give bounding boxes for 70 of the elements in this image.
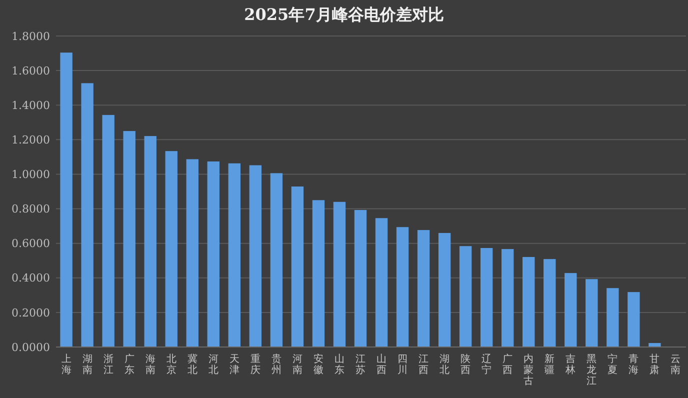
x-tick-label: 云南	[670, 354, 681, 376]
bar	[333, 202, 346, 347]
x-tick-label: 山东	[334, 353, 344, 376]
x-tick-label: 河南	[292, 353, 302, 376]
bar	[417, 230, 430, 347]
bar	[165, 151, 178, 347]
y-tick-label: 0.0000	[12, 340, 50, 354]
bar	[522, 256, 535, 347]
bar	[606, 288, 619, 347]
bar	[207, 161, 220, 347]
x-tick-label: 湖北	[440, 353, 450, 376]
x-tick-label: 贵州	[271, 353, 282, 376]
bar	[270, 173, 283, 347]
x-tick-label: 北京	[166, 353, 176, 376]
bar	[81, 83, 94, 347]
x-tick-label: 宁夏	[608, 353, 618, 376]
bar	[396, 227, 409, 347]
x-tick-label: 河北	[208, 353, 218, 376]
x-tick-label: 江苏	[355, 353, 366, 376]
y-tick-label: 1.6000	[12, 64, 50, 78]
x-tick-label: 黑龙江	[586, 354, 597, 387]
bar	[564, 273, 577, 347]
x-tick-label: 甘肃	[650, 353, 660, 376]
bar	[102, 114, 114, 347]
x-tick-label: 上海	[61, 353, 72, 376]
bar	[544, 259, 556, 347]
y-tick-label: 0.8000	[12, 202, 50, 216]
bar	[312, 200, 325, 347]
x-tick-label: 山西	[376, 353, 387, 376]
x-tick-label: 湖南	[82, 353, 92, 376]
y-tick-label: 1.0000	[12, 168, 50, 182]
bar	[375, 218, 388, 347]
x-tick-label: 天津	[229, 354, 240, 376]
bar	[144, 136, 156, 347]
x-tick-label: 安徽	[313, 353, 324, 376]
bar	[480, 248, 493, 347]
y-tick-label: 1.4000	[12, 98, 50, 112]
bar	[459, 246, 472, 347]
x-tick-label: 四川	[398, 354, 408, 376]
bar	[501, 249, 514, 347]
x-tick-label: 浙江	[103, 353, 114, 376]
y-tick-label: 0.4000	[12, 272, 50, 285]
x-tick-label: 江西	[418, 353, 429, 376]
x-tick-label: 新疆	[544, 353, 555, 376]
y-tick-label: 1.2000	[12, 134, 50, 147]
bar	[628, 292, 640, 347]
x-tick-label: 陕西	[460, 353, 471, 376]
chart-title: 2025年7月峰谷电价差对比	[244, 5, 444, 24]
bar	[186, 159, 198, 347]
x-tick-label: 辽宁	[482, 353, 492, 376]
bar	[249, 165, 262, 347]
x-tick-label: 重庆	[250, 353, 260, 376]
bar	[648, 343, 661, 347]
bar	[586, 279, 598, 347]
x-tick-label: 广西	[502, 353, 513, 376]
bar	[291, 186, 304, 347]
y-tick-label: 1.8000	[12, 30, 50, 43]
x-tick-label: 海南	[145, 353, 156, 376]
x-tick-label: 冀北	[187, 353, 198, 376]
bar	[438, 232, 451, 347]
y-tick-label: 0.2000	[12, 306, 50, 320]
x-tick-label: 内蒙古	[524, 353, 534, 387]
bar	[354, 210, 367, 347]
y-tick-label: 0.6000	[12, 237, 50, 250]
bar	[123, 131, 136, 347]
bar	[228, 163, 241, 347]
x-tick-label: 广东	[124, 353, 134, 376]
bar	[60, 52, 72, 347]
x-tick-label: 青海	[628, 353, 639, 376]
x-tick-label: 吉林	[564, 353, 576, 376]
